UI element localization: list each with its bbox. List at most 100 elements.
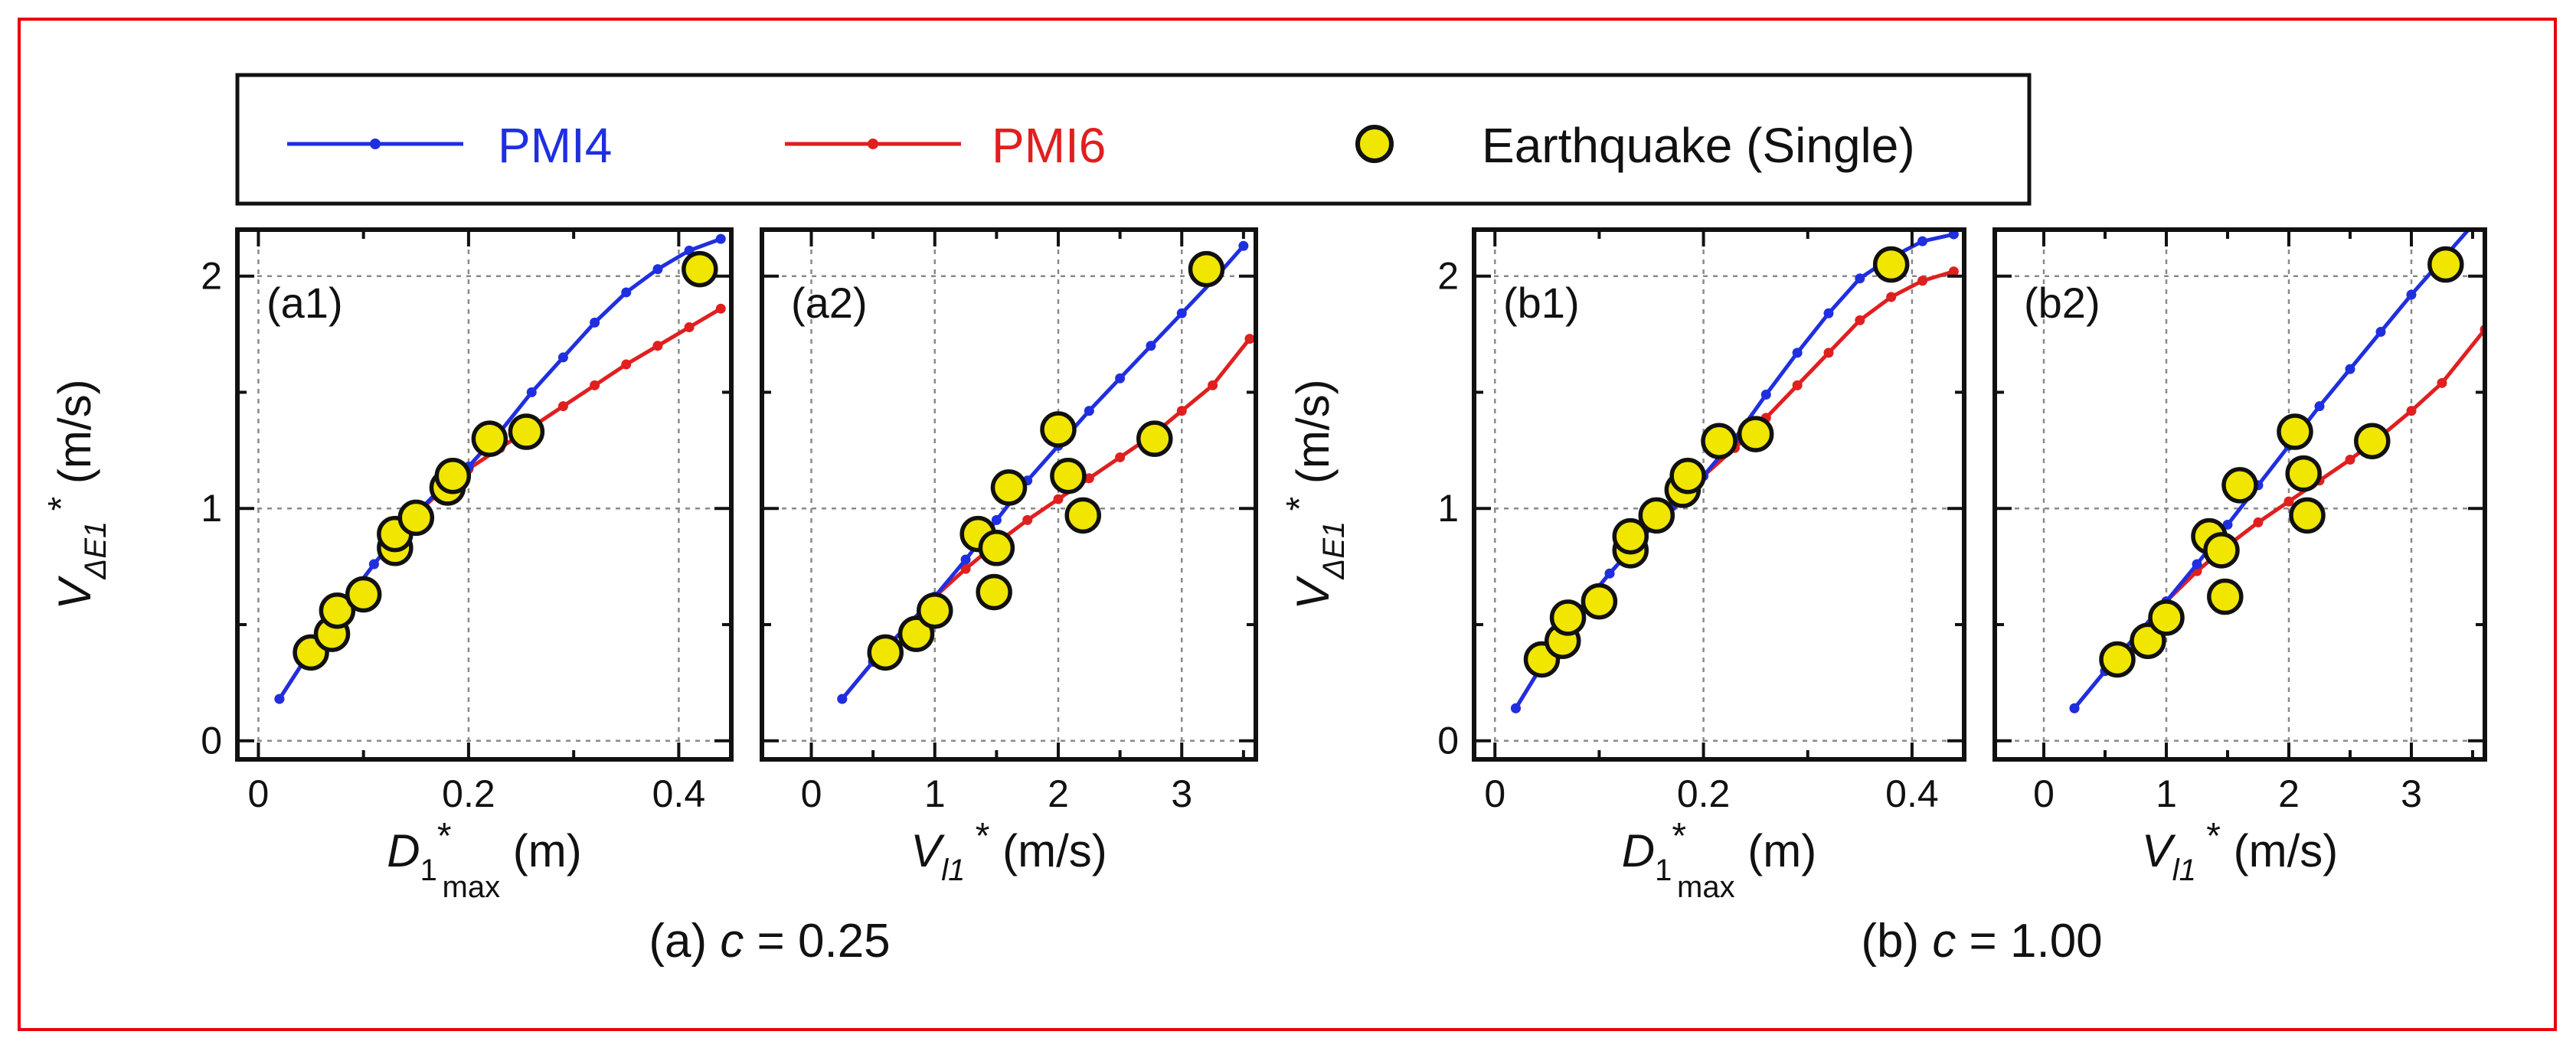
panel-label-b2: (b2): [2024, 279, 2100, 327]
panel-label-a1: (a1): [266, 279, 343, 327]
ylabel-unit: (m/s): [49, 379, 100, 496]
plot-area-a1: [274, 233, 726, 704]
series-pmi6-point-a1-11: [621, 359, 632, 370]
plot-frame-b1: [1472, 227, 1966, 762]
series-pmi4-point-a2-8: [1084, 406, 1094, 416]
series-pmi4-point-b2-10: [2375, 327, 2386, 338]
xlabel-unit: (m/s): [989, 825, 1107, 876]
series-pmi4-point-b2-4: [2192, 559, 2202, 570]
series-pmi4-point-a1-12: [652, 264, 663, 275]
series-pmi4-point-a1-0: [274, 694, 285, 704]
legend-item-pmi6: PMI6: [785, 118, 1106, 173]
series-pmi4-point-a2-4: [960, 554, 971, 565]
series-pmi6-point-a2-11: [1176, 406, 1187, 416]
xtick-label-a1-1: 0.2: [442, 772, 495, 815]
series-pmi6-point-b1-11: [1855, 315, 1865, 325]
ylabel-subscript: ΔE1: [1317, 521, 1351, 580]
earthquake-point-a1-3: [345, 576, 382, 613]
earthquake-point-a2-9: [1064, 497, 1101, 534]
caption-a-suffix: = 0.25: [744, 915, 890, 968]
series-pmi4-point-a2-13: [1238, 240, 1249, 251]
chart-a2: 0 1 2 3 (a2) Vl1 * (m/s): [760, 227, 1258, 887]
ylabel-unit: (m/s): [1287, 379, 1339, 496]
series-pmi6-point-a2-13: [1244, 334, 1255, 344]
series-pmi6-point-a1-14: [715, 303, 726, 314]
series-pmi4-point-a1-14: [715, 233, 726, 244]
series-pmi6-point-a1-13: [684, 322, 695, 332]
series-pmi6-point-a2-6: [1022, 514, 1033, 525]
earthquake-point-a2-7: [1040, 411, 1077, 448]
series-pmi4-point-a2-0: [837, 694, 848, 704]
ylabel-subscript: ΔE1: [79, 521, 113, 580]
series-pmi6-point-b1-12: [1886, 292, 1897, 302]
xtick-label-a2-1: 1: [924, 772, 946, 815]
series-pmi6-point-a1-9: [557, 401, 568, 412]
ytick-label-a1-1: 1: [201, 487, 222, 530]
series-pmi6-point-b1-9: [1792, 380, 1803, 390]
series-pmi4-point-a2-10: [1146, 341, 1156, 351]
series-pmi4-point-b1-11: [1855, 273, 1865, 284]
yaxis-label-b1: VΔE1 * (m/s): [1280, 379, 1351, 609]
caption-a-var: c: [720, 915, 744, 968]
xlabel-subscript: l1: [941, 854, 965, 887]
panel-label-a2: (a2): [791, 279, 868, 327]
series-pmi4-point-b1-14: [1948, 230, 1959, 240]
earthquake-point-a2-2: [917, 592, 953, 629]
earthquake-point-b1-10: [1737, 416, 1774, 452]
earthquake-point-a1-2: [319, 592, 356, 629]
plot-area-a2: [837, 240, 1255, 704]
xlabel-subscript: 1: [1655, 854, 1672, 887]
series-pmi4-point-b2-9: [2345, 364, 2355, 374]
earthquake-point-a2-0: [867, 634, 904, 671]
xlabel-main: V: [910, 825, 945, 876]
earthquake-point-b1-5: [1612, 517, 1649, 555]
legend-pmi6-label: PMI6: [992, 118, 1106, 173]
series-pmi4-point-a1-9: [557, 352, 568, 363]
xlabel-unit: (m/s): [2221, 825, 2338, 876]
caption-b-suffix: = 1.00: [1956, 915, 2102, 968]
xlabel-star: *: [965, 816, 989, 857]
earthquake-point-b1-8: [1669, 457, 1706, 494]
legend: PMI4 PMI6 Earthquake (Single): [235, 73, 2032, 206]
ylabel-main: V: [49, 576, 100, 610]
series-pmi6-point-b1-14: [1948, 266, 1959, 277]
earthquake-point-a2-1: [897, 615, 935, 652]
caption-a: (a) c = 0.25: [649, 915, 890, 968]
earthquake-point-a1-6: [397, 499, 435, 537]
earthquake-point-b1-2: [1549, 599, 1587, 636]
ytick-label-b1-2: 2: [1437, 255, 1459, 298]
legend-pmi4-dot: [370, 139, 381, 149]
xlabel-star: *: [1672, 816, 1686, 857]
earthquake-point-b2-2: [2148, 599, 2185, 636]
xlabel-main: D: [387, 825, 420, 876]
ytick-label-a1-0: 0: [201, 720, 222, 762]
xlabel-subscript-max: max: [1677, 870, 1735, 904]
series-pmi6-point-a1-12: [652, 341, 663, 351]
earthquake-point-b2-10: [2354, 423, 2391, 459]
series-pmi6-point-a2-12: [1208, 380, 1218, 390]
xtick-label-a2-0: 0: [801, 772, 822, 815]
earthquake-point-b2-7: [2277, 413, 2313, 450]
xtick-label-a2-3: 3: [1171, 772, 1192, 815]
legend-item-earthquake: Earthquake (Single): [1355, 118, 1915, 173]
caption-b: (b) c = 1.00: [1861, 915, 2102, 968]
series-pmi4-point-b1-3: [1604, 568, 1615, 579]
earthquake-point-b1-6: [1638, 497, 1675, 534]
earthquake-point-b1-3: [1581, 583, 1618, 620]
earthquake-point-b2-6: [2221, 467, 2258, 504]
earthquake-point-b1-9: [1701, 423, 1737, 459]
ytick-label-b1-0: 0: [1437, 720, 1459, 762]
series-pmi4-point-b2-8: [2314, 401, 2325, 412]
series-pmi6-point-a2-4: [960, 563, 971, 574]
earthquake-point-a2-8: [1050, 457, 1087, 494]
series-pmi4-point-a2-11: [1176, 308, 1187, 318]
series-pmi4-point-b1-13: [1917, 236, 1928, 246]
xlabel-subscript: 1: [420, 854, 437, 887]
series-pmi6-point-b2-12: [2437, 377, 2447, 388]
ylabel-star: *: [41, 497, 82, 521]
series-pmi6-point-b1-13: [1917, 276, 1928, 286]
plot-frame-a1: [235, 227, 734, 762]
